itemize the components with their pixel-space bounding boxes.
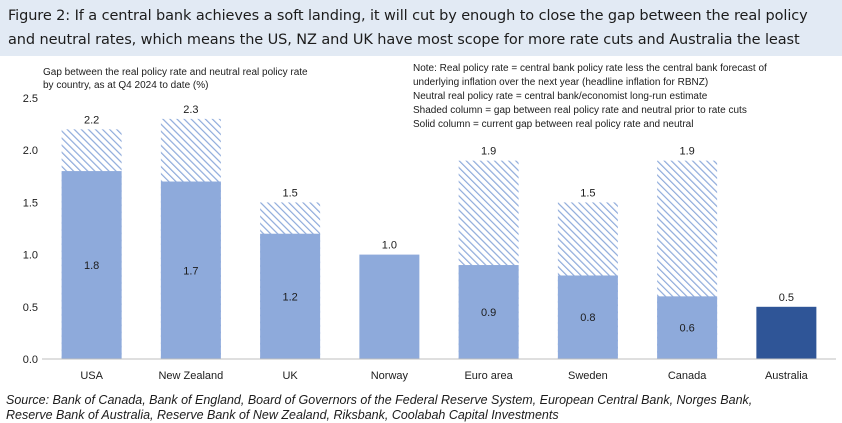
- bar-current-gap: [756, 306, 817, 359]
- x-category-label: Norway: [371, 370, 409, 382]
- x-category-label: UK: [282, 370, 298, 382]
- data-label-prior: 1.5: [282, 187, 297, 199]
- source-note: Source: Bank of Canada, Bank of England,…: [6, 392, 836, 422]
- data-label-current: 0.9: [481, 307, 496, 319]
- bar-current-gap: [160, 181, 221, 359]
- bar-current-gap: [61, 171, 122, 359]
- y-tick-label: 2.5: [23, 93, 38, 105]
- data-label-current: 1.2: [282, 291, 297, 303]
- x-category-label: Sweden: [568, 370, 608, 382]
- y-tick-label: 1.5: [23, 197, 38, 209]
- data-label-current: 0.8: [580, 312, 595, 324]
- data-label-current: 0.6: [679, 323, 694, 335]
- x-category-label: USA: [80, 370, 103, 382]
- data-label-prior: 1.9: [481, 146, 496, 158]
- chart-note-line-3: Neutral real policy rate = central bank/…: [413, 91, 708, 102]
- figure-title-line-1: Figure 2: If a central bank achieves a s…: [8, 8, 808, 24]
- data-label-prior: 2.2: [84, 114, 99, 126]
- figure-title-line-2: and neutral rates, which means the US, N…: [8, 32, 800, 48]
- bar-current-gap: [657, 296, 718, 359]
- data-label-current: 1.7: [183, 265, 198, 277]
- data-label-current: 1.8: [84, 260, 99, 272]
- data-label-prior: 1.9: [679, 146, 694, 158]
- source-line-2: Reserve Bank of Australia, Reserve Bank …: [6, 408, 559, 422]
- y-tick-label: 0.5: [23, 302, 38, 314]
- bar-current-gap: [260, 233, 321, 359]
- x-category-label: Australia: [765, 370, 809, 382]
- bar-current-gap: [557, 275, 618, 359]
- y-tick-label: 1.0: [23, 250, 38, 262]
- chart-note-line-1: Note: Real policy rate = central bank po…: [413, 63, 767, 74]
- x-category-label: New Zealand: [158, 370, 223, 382]
- figure-title-box: Figure 2: If a central bank achieves a s…: [0, 0, 842, 56]
- source-line-1: Source: Bank of Canada, Bank of England,…: [6, 393, 753, 407]
- data-label-prior: 1.5: [580, 187, 595, 199]
- y-tick-label: 2.0: [23, 145, 38, 157]
- y-tick-label: 0.0: [23, 354, 38, 366]
- bar-current-gap: [458, 265, 519, 359]
- plot-area: 0.0 0.5 1.0 1.5 2.0 2.5 2.2 1.8 USA 2.3 1.7 New Zea…: [23, 93, 836, 382]
- data-label-prior: 0.5: [779, 292, 794, 304]
- bar-current-gap: [359, 254, 420, 359]
- x-category-label: Canada: [668, 370, 707, 382]
- data-label-prior: 1.0: [382, 240, 397, 252]
- data-label-prior: 2.3: [183, 104, 198, 116]
- chart-subtitle-line-1: Gap between the real policy rate and neu…: [43, 67, 308, 78]
- bar-chart: Gap between the real policy rate and neu…: [23, 63, 836, 382]
- chart-note-line-2: underlying inflation over the next year …: [413, 77, 708, 88]
- chart-note-line-4: Shaded column = gap between real policy …: [413, 105, 747, 116]
- x-category-label: Euro area: [464, 370, 513, 382]
- chart-subtitle-line-2: by country, as at Q4 2024 to date (%): [43, 80, 208, 91]
- chart-note-line-5: Solid column = current gap between real …: [413, 119, 693, 130]
